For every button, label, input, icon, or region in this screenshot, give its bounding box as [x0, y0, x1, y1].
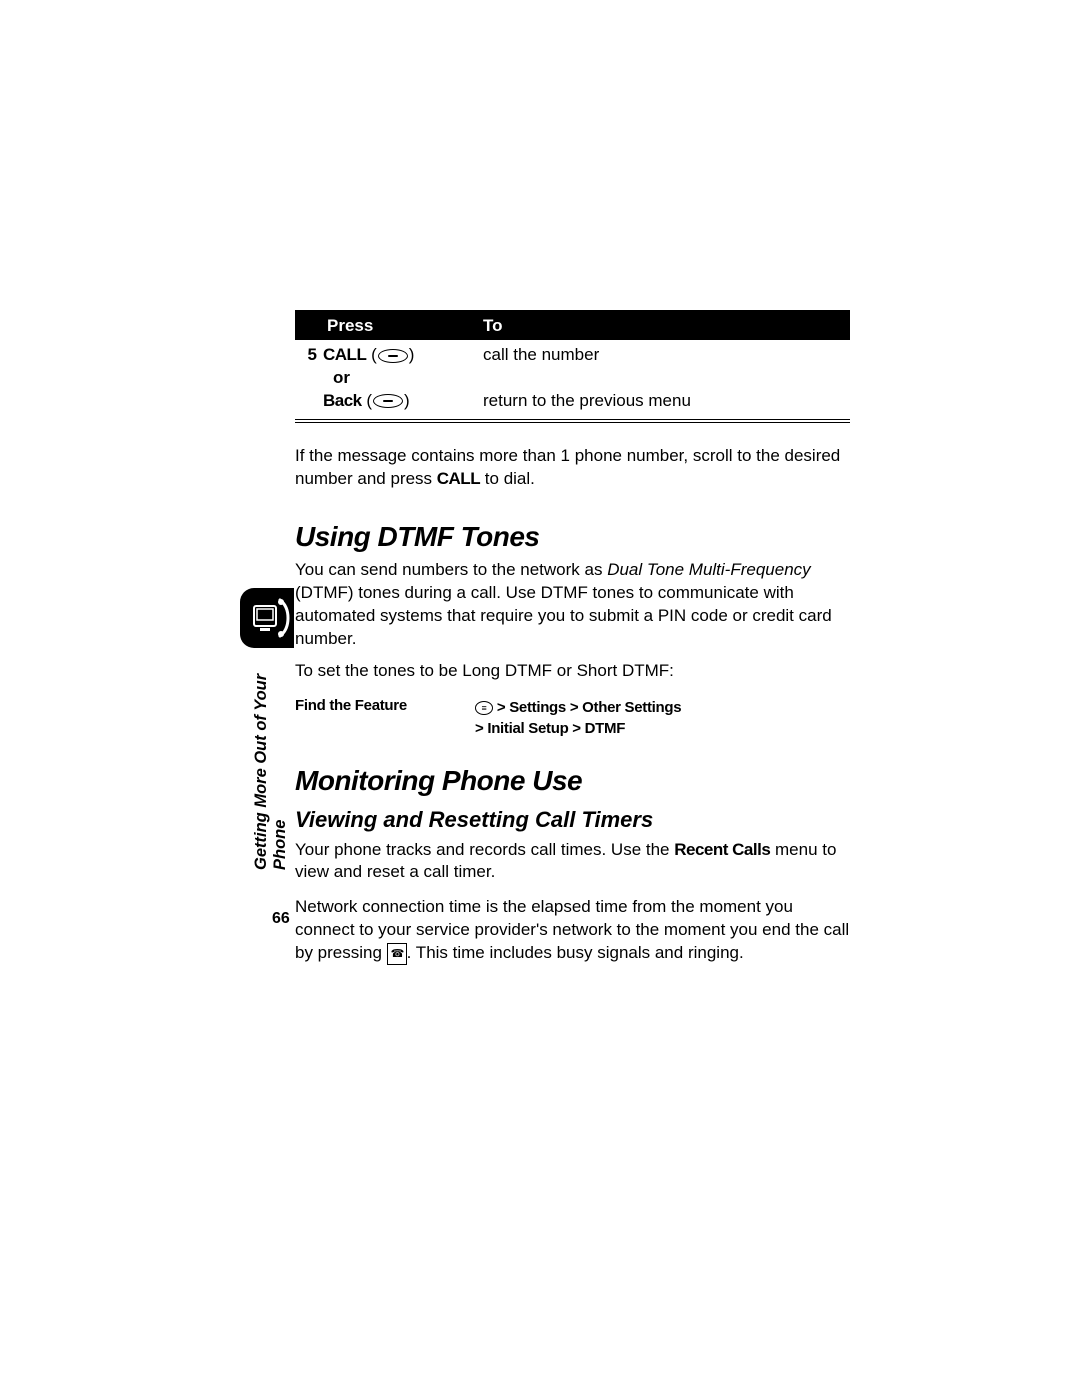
set-tones-text: To set the tones to be Long DTMF or Shor…: [295, 660, 674, 682]
paren-close: ): [409, 345, 415, 364]
action-cell: return to the previous menu: [483, 390, 850, 413]
table-header-row: Press To: [295, 313, 850, 340]
end-key-icon: [387, 943, 407, 965]
col-header-to: To: [483, 316, 850, 336]
heading-dtmf: Using DTMF Tones: [295, 521, 850, 553]
softkey-icon: [378, 349, 408, 363]
monitor-text-1: Your phone tracks and records call times…: [295, 840, 674, 859]
nav-line-1: > Settings > Other Settings: [493, 699, 681, 716]
dtmf-text-1: You can send numbers to the network as: [295, 560, 607, 579]
para-text-1: If the message contains more than 1 phon…: [295, 446, 840, 488]
recent-calls-bold: Recent Calls: [674, 840, 770, 859]
call-inline-bold: CALL: [437, 469, 480, 488]
find-feature-label: Find the Feature: [295, 697, 475, 739]
action-cell: call the number: [483, 344, 850, 367]
step-number: 5: [295, 344, 323, 367]
side-tab-black: [240, 588, 294, 648]
page-number: 66: [272, 910, 290, 928]
find-feature-row: Find the Feature ≡ > Settings > Other Se…: [295, 697, 850, 739]
softkey-icon: [373, 394, 403, 408]
recent-calls-paragraph: Your phone tracks and records call times…: [295, 839, 850, 885]
section-side-label: Getting More Out of Your Phone: [252, 670, 290, 870]
vertical-label-line2: Phone: [271, 670, 290, 870]
paren-close: ): [404, 391, 410, 410]
paren-open: (: [366, 391, 372, 410]
multi-number-paragraph: If the message contains more than 1 phon…: [295, 445, 850, 491]
menu-key-icon: ≡: [475, 701, 493, 715]
press-to-table: Press To 5 CALL () call the number or Ba…: [295, 310, 850, 423]
col-header-press: Press: [323, 316, 483, 336]
paren-open: (: [371, 345, 377, 364]
table-row: or: [295, 367, 850, 390]
call-button-label: CALL: [323, 345, 366, 364]
nav-line-2: > Initial Setup > DTMF: [475, 720, 625, 737]
dtmf-paragraph: You can send numbers to the network as D…: [295, 559, 850, 651]
network-text-2: . This time includes busy signals and ri…: [407, 943, 744, 962]
para-text-2: to dial.: [480, 469, 535, 488]
heading-viewing-timers: Viewing and Resetting Call Timers: [295, 807, 850, 833]
dtmf-italic: Dual Tone Multi-Frequency: [607, 560, 810, 579]
press-cell: Back (): [323, 390, 483, 413]
dtmf-text-2: (DTMF) tones during a call. Use DTMF ton…: [295, 583, 832, 648]
vertical-label-line1: Getting More Out of Your: [252, 674, 270, 870]
table-row: Back () return to the previous menu: [295, 390, 850, 419]
computer-phone-icon: [239, 646, 289, 692]
back-button-label: Back: [323, 391, 362, 410]
navigation-path: ≡ > Settings > Other Settings > Initial …: [475, 697, 850, 739]
heading-monitoring: Monitoring Phone Use: [295, 765, 850, 797]
network-time-paragraph: Network connection time is the elapsed t…: [295, 896, 850, 965]
or-text: or: [323, 367, 483, 390]
page-content: Press To 5 CALL () call the number or Ba…: [295, 310, 850, 965]
set-tones-row: To set the tones to be Long DTMF or Shor…: [295, 660, 850, 682]
table-row: 5 CALL () call the number: [295, 344, 850, 367]
col-spacer: [295, 316, 323, 336]
press-cell: CALL (): [323, 344, 483, 367]
